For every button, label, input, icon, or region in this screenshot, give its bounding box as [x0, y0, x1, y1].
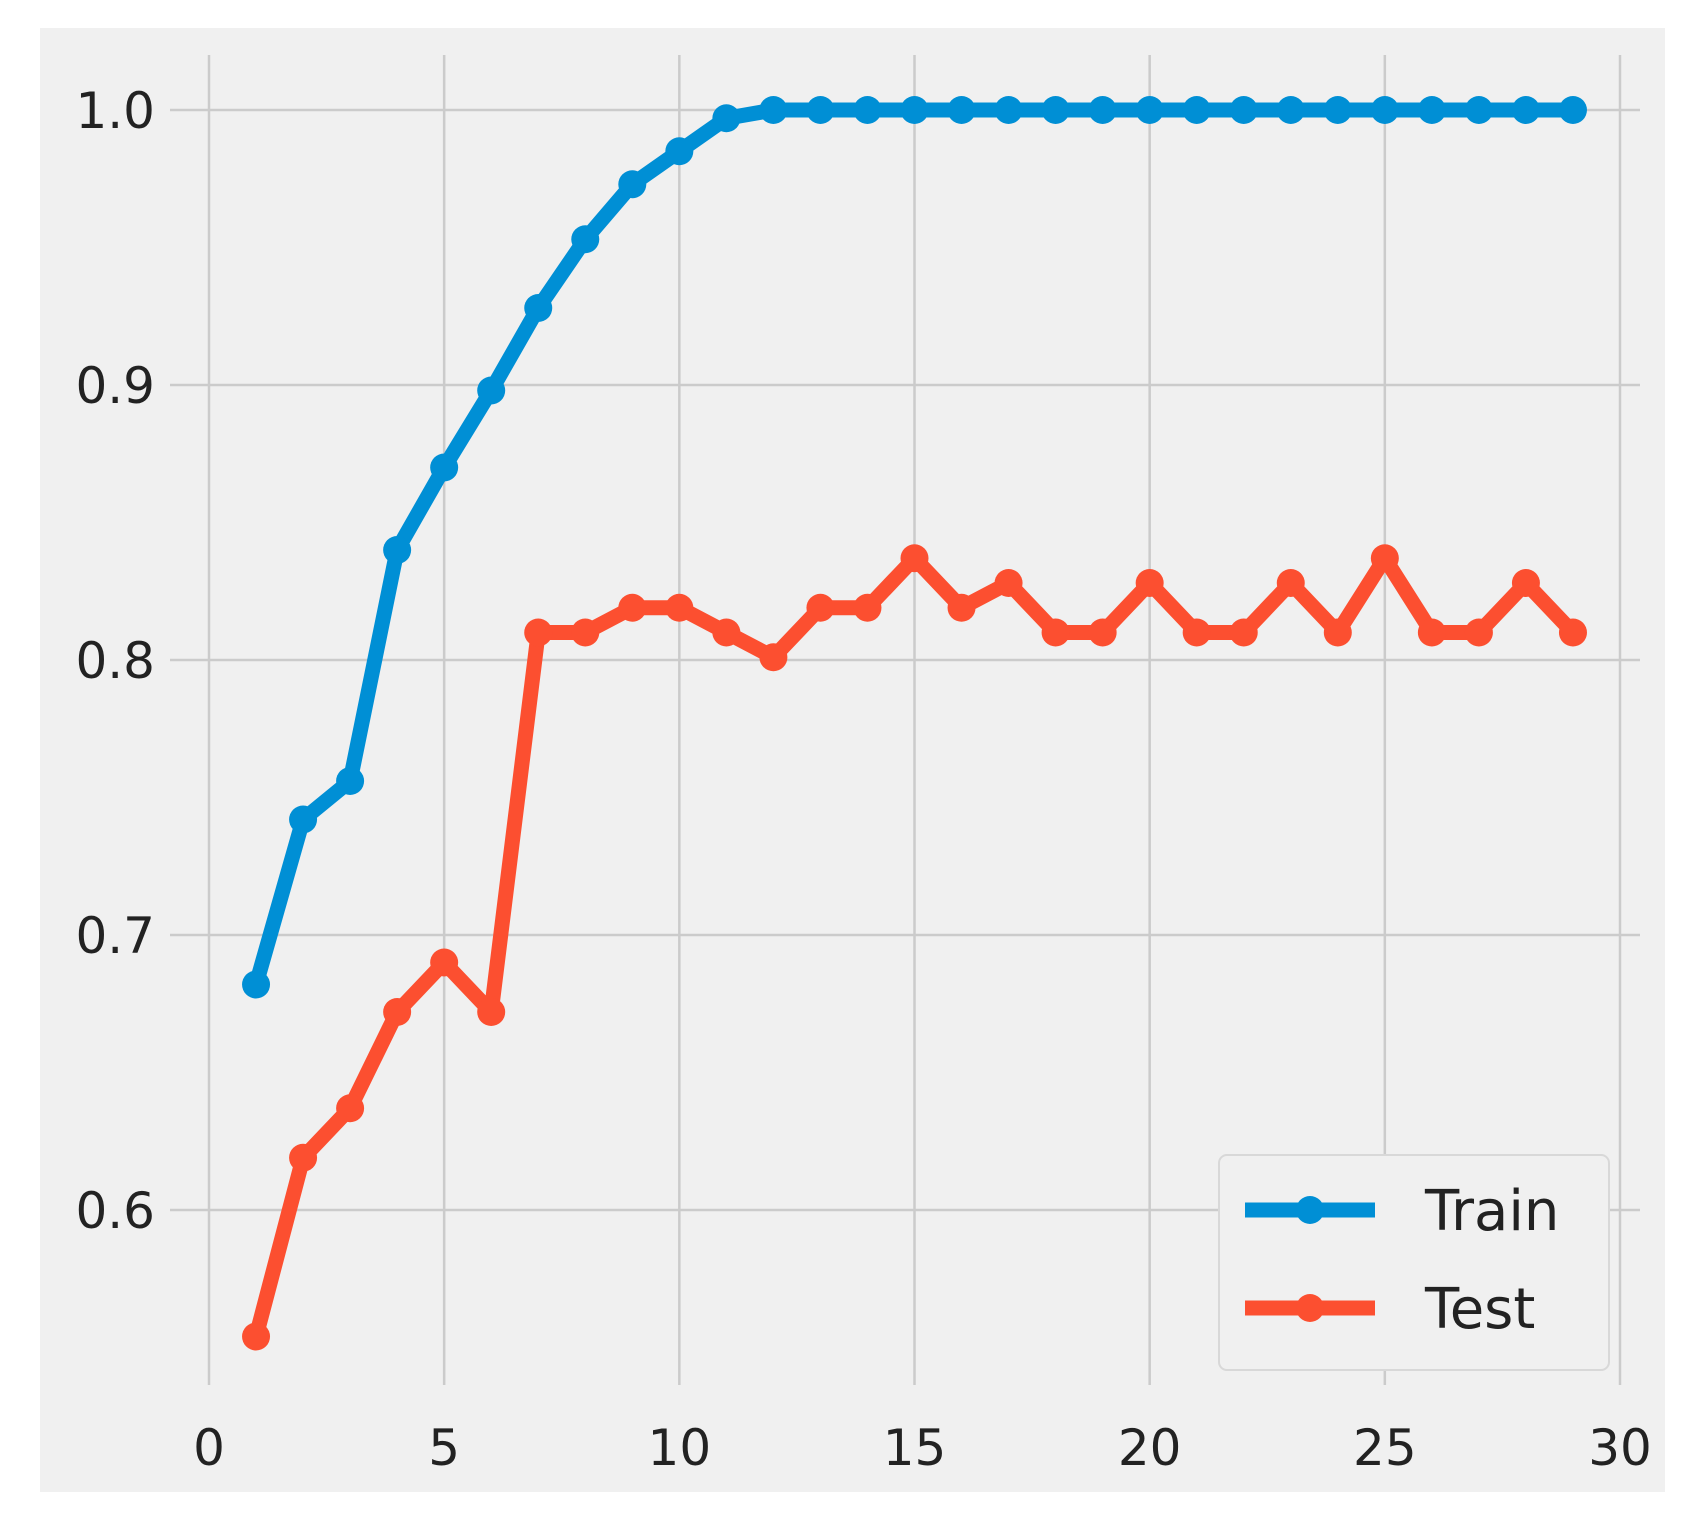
- data-point-test: [806, 593, 835, 622]
- data-point-test: [1088, 618, 1117, 647]
- data-point-test: [383, 998, 412, 1026]
- data-point-test: [289, 1143, 318, 1172]
- data-point-test: [759, 643, 788, 672]
- data-point-test: [242, 1322, 271, 1351]
- series-test: [242, 544, 1587, 1351]
- data-point-train: [1417, 96, 1446, 124]
- x-tick-label: 10: [648, 1419, 712, 1477]
- data-point-train: [336, 767, 365, 795]
- data-point-train: [947, 96, 976, 124]
- data-point-test: [1135, 569, 1164, 597]
- data-point-test: [571, 618, 600, 647]
- data-point-test: [1276, 569, 1305, 597]
- data-point-train: [994, 96, 1023, 124]
- data-point-test: [1323, 618, 1352, 647]
- y-tick-label: 0.6: [75, 1182, 155, 1240]
- data-point-train: [1041, 96, 1070, 124]
- data-point-test: [618, 593, 647, 622]
- legend-marker-test: [1296, 1294, 1324, 1322]
- y-tick-label: 0.9: [75, 357, 155, 415]
- data-point-train: [1511, 96, 1540, 124]
- series-train: [242, 96, 1587, 999]
- x-tick-label: 15: [883, 1419, 947, 1477]
- data-point-test: [1417, 618, 1446, 647]
- data-point-train: [1229, 96, 1258, 124]
- data-point-test: [1511, 569, 1540, 597]
- data-point-train: [477, 376, 506, 405]
- data-point-train: [571, 225, 600, 254]
- y-axis-tick-labels: 0.6 0.7 0.8 0.9 1.0: [75, 82, 155, 1240]
- y-tick-label: 0.7: [75, 907, 155, 965]
- data-point-train: [383, 536, 412, 564]
- data-point-test: [336, 1094, 365, 1123]
- data-point-train: [665, 137, 694, 166]
- data-point-test: [524, 618, 553, 647]
- grid-lines: [170, 55, 1640, 1385]
- data-point-test: [947, 593, 976, 622]
- data-point-train: [1182, 96, 1211, 124]
- data-point-test: [477, 998, 506, 1026]
- data-point-test: [1558, 618, 1587, 647]
- data-point-train: [1370, 96, 1399, 124]
- legend-label-test: Test: [1424, 1277, 1535, 1342]
- data-point-train: [900, 96, 929, 124]
- data-point-train: [618, 170, 647, 199]
- data-point-test: [994, 569, 1023, 597]
- data-point-test: [1464, 618, 1493, 647]
- legend-marker-train: [1296, 1196, 1324, 1224]
- x-tick-label: 25: [1353, 1419, 1417, 1477]
- data-point-train: [759, 96, 788, 124]
- data-point-train: [1276, 96, 1305, 124]
- data-point-train: [242, 970, 271, 999]
- y-tick-label: 0.8: [75, 632, 155, 690]
- data-point-test: [1370, 544, 1399, 573]
- data-series: [242, 96, 1587, 1351]
- legend: Train Test: [1218, 1154, 1610, 1371]
- data-point-train: [853, 96, 882, 124]
- data-point-test: [430, 948, 459, 977]
- x-tick-label: 5: [428, 1419, 460, 1477]
- data-point-train: [1558, 96, 1587, 124]
- x-tick-label: 0: [193, 1419, 225, 1477]
- x-tick-label: 20: [1118, 1419, 1182, 1477]
- data-point-train: [1135, 96, 1164, 124]
- data-point-train: [289, 805, 318, 834]
- data-point-test: [1229, 618, 1258, 647]
- data-point-test: [900, 544, 929, 573]
- data-point-train: [1464, 96, 1493, 124]
- data-point-test: [712, 618, 741, 647]
- y-tick-label: 1.0: [75, 82, 155, 140]
- data-point-test: [1182, 618, 1211, 647]
- data-point-test: [853, 593, 882, 622]
- data-point-train: [524, 294, 553, 322]
- data-point-test: [665, 593, 694, 622]
- x-axis-tick-labels: 0 5 10 15 20 25 30: [193, 1419, 1652, 1477]
- data-point-train: [430, 453, 459, 482]
- data-point-train: [1323, 96, 1352, 124]
- legend-label-train: Train: [1424, 1179, 1559, 1244]
- x-tick-label: 30: [1588, 1419, 1652, 1477]
- data-point-test: [1041, 618, 1070, 647]
- data-point-train: [806, 96, 835, 124]
- data-point-train: [712, 104, 741, 133]
- data-point-train: [1088, 96, 1117, 124]
